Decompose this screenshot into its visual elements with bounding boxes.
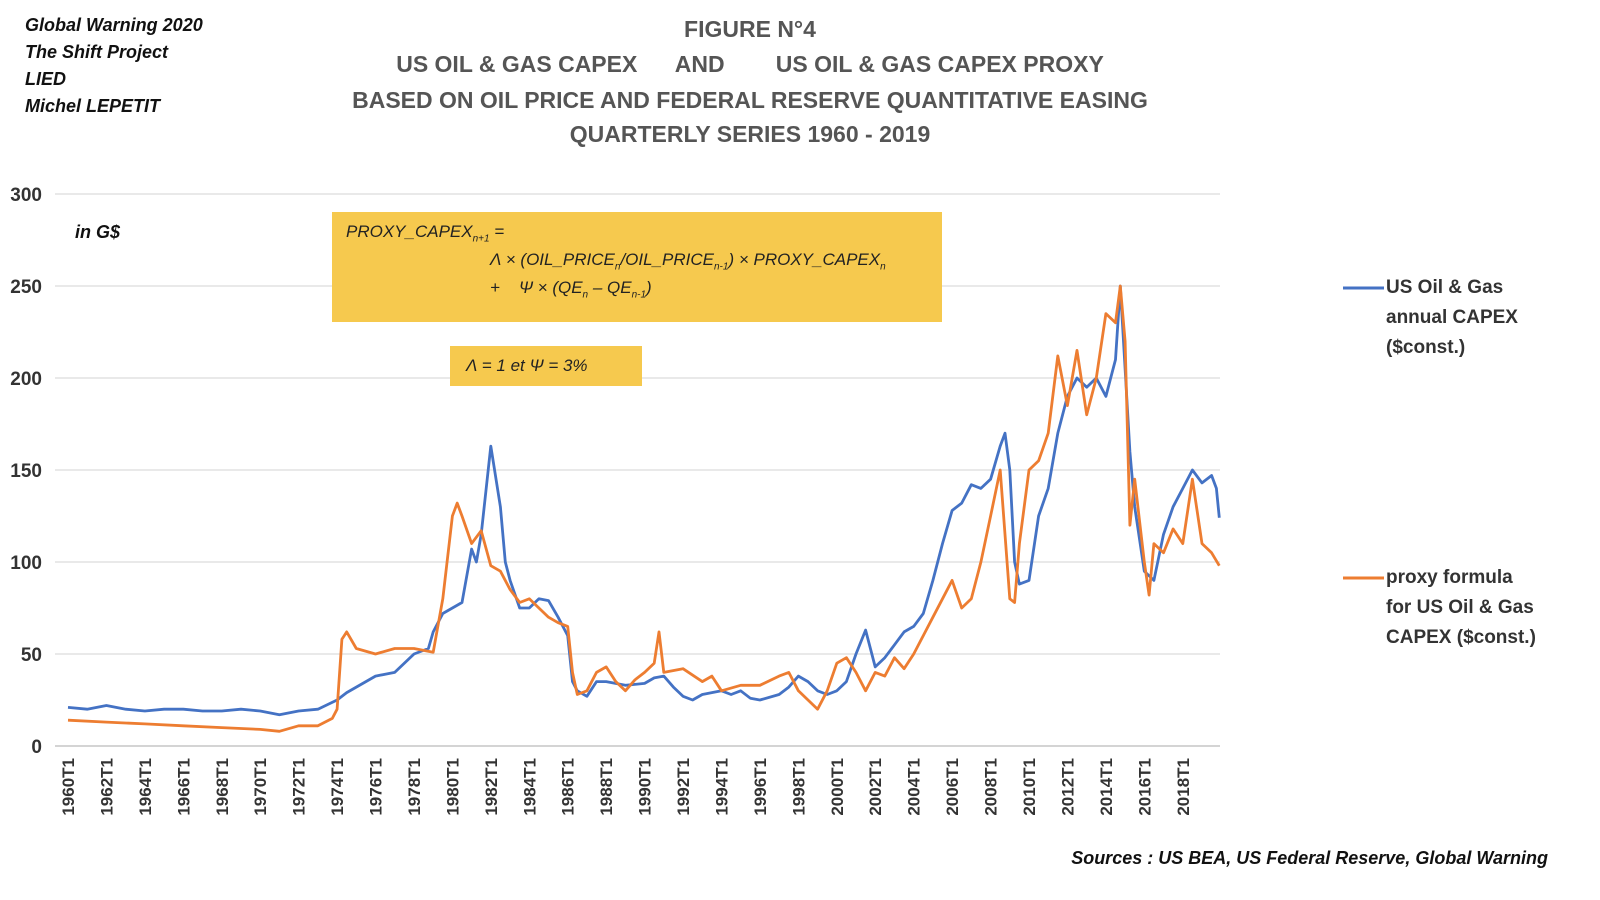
- legend-text: CAPEX ($const.): [1386, 627, 1536, 648]
- legend-text: proxy formula: [1386, 567, 1513, 588]
- credit-line: LIED: [25, 69, 67, 89]
- x-tick-label: 1982T1: [482, 758, 501, 816]
- x-tick-label: 1968T1: [213, 758, 232, 816]
- x-tick-label: 2002T1: [866, 758, 885, 816]
- formula-line-1: PROXY_CAPEXn+1 =: [346, 222, 505, 245]
- x-tick-label: 1976T1: [367, 758, 386, 816]
- x-tick-label: 1988T1: [597, 758, 616, 816]
- formula-line-3: + Ψ × (QEn – QEn-1): [490, 278, 652, 301]
- chart-subtitle-1: US OIL & GAS CAPEX AND US OIL & GAS CAPE…: [396, 51, 1104, 77]
- legend-text: for US Oil & Gas: [1386, 597, 1534, 618]
- x-tick-label: 1998T1: [789, 758, 808, 816]
- x-tick-label: 1992T1: [674, 758, 693, 816]
- x-tick-label: 2018T1: [1174, 758, 1193, 816]
- x-tick-label: 1994T1: [712, 758, 731, 816]
- chart-subtitle-2: BASED ON OIL PRICE AND FEDERAL RESERVE Q…: [352, 87, 1148, 113]
- x-tick-label: 1962T1: [97, 758, 116, 816]
- y-tick-label: 300: [10, 185, 42, 206]
- formula-line-2: Λ × (OIL_PRICEn/OIL_PRICEn-1) × PROXY_CA…: [490, 250, 886, 273]
- x-tick-label: 1974T1: [328, 758, 347, 816]
- x-tick-label: 1996T1: [751, 758, 770, 816]
- x-tick-label: 2016T1: [1135, 758, 1154, 816]
- x-tick-label: 2008T1: [982, 758, 1001, 816]
- source-note: Sources : US BEA, US Federal Reserve, Gl…: [1071, 848, 1548, 868]
- series-line-1: [67, 284, 1221, 733]
- x-tick-label: 2010T1: [1020, 758, 1039, 816]
- x-tick-label: 1980T1: [443, 758, 462, 816]
- x-tick-label: 1978T1: [405, 758, 424, 816]
- x-tick-label: 2012T1: [1058, 758, 1077, 816]
- x-tick-label: 2000T1: [828, 758, 847, 816]
- credit-line: The Shift Project: [25, 42, 169, 62]
- x-tick-label: 1964T1: [136, 758, 155, 816]
- y-tick-label: 200: [10, 369, 42, 390]
- y-tick-label: 250: [10, 277, 42, 298]
- credit-line: Global Warning 2020: [25, 15, 203, 35]
- legend-entry-proxy: proxy formula for US Oil & Gas CAPEX ($c…: [1386, 563, 1536, 653]
- x-tick-label: 2006T1: [943, 758, 962, 816]
- formula-box: PROXY_CAPEXn+1 = Λ × (OIL_PRICEn/OIL_PRI…: [332, 212, 942, 322]
- x-tick-label: 1986T1: [559, 758, 578, 816]
- credits: Global Warning 2020 The Shift Project LI…: [25, 12, 203, 120]
- x-tick-label: 1966T1: [174, 758, 193, 816]
- x-tick-label: 1960T1: [59, 758, 78, 816]
- y-tick-label: 0: [31, 737, 42, 758]
- y-tick-label: 100: [10, 553, 42, 574]
- parameters-box: Λ = 1 et Ψ = 3%: [450, 346, 642, 386]
- x-tick-label: 2014T1: [1097, 758, 1116, 816]
- x-tick-label: 1984T1: [520, 758, 539, 816]
- y-tick-label: 50: [21, 645, 42, 666]
- x-tick-label: 1990T1: [636, 758, 655, 816]
- credit-line: Michel LEPETIT: [25, 96, 161, 116]
- x-tick-label: 1970T1: [251, 758, 270, 816]
- y-tick-label: 150: [10, 461, 42, 482]
- x-tick-label: 2004T1: [905, 758, 924, 816]
- legend-text: US Oil & Gas: [1386, 277, 1504, 298]
- chart-title: FIGURE N°4: [684, 16, 816, 42]
- legend-entry-capex: US Oil & Gas annual CAPEX ($const.): [1386, 273, 1518, 363]
- series-line-0: [67, 284, 1221, 717]
- legend-text: ($const.): [1386, 337, 1466, 358]
- x-tick-label: 1972T1: [290, 758, 309, 816]
- y-axis-unit-label: in G$: [75, 222, 121, 242]
- chart-subtitle-3: QUARTERLY SERIES 1960 - 2019: [569, 121, 931, 147]
- legend-text: annual CAPEX: [1386, 307, 1518, 328]
